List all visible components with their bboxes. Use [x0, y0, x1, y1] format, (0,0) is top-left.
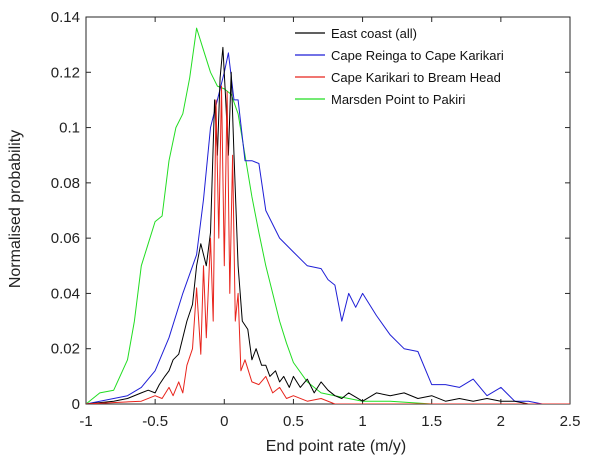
y-tick-label: 0.12 [51, 64, 80, 81]
plot-area-border [85, 16, 571, 405]
legend-entry-label: East coast (all) [331, 26, 417, 41]
y-tick-label: 0 [72, 396, 80, 413]
y-tick-label: 0.04 [51, 285, 80, 302]
legend-entry-label: Marsden Point to Pakiri [331, 92, 466, 107]
axes-frame [85, 16, 571, 405]
y-tick-label: 0.02 [51, 341, 80, 358]
y-tick-label: 0.06 [51, 230, 80, 247]
legend: East coast (all) Cape Reinga to Cape Kari… [295, 26, 504, 107]
legend-entry-label: Cape Karikari to Bream Head [331, 70, 501, 85]
series-group [86, 27, 570, 404]
x-tick-label: 1 [358, 413, 366, 430]
y-axis-label: Normalised probability [7, 130, 24, 288]
series-line-east-coast-all [86, 46, 543, 404]
x-tick-label: -1 [79, 413, 92, 430]
y-tick-label: 0.08 [51, 175, 80, 192]
y-tick-label: 0.14 [51, 9, 80, 26]
x-tick-label: 2 [497, 413, 505, 430]
x-tick-label: -0.5 [142, 413, 168, 430]
y-tick-label: 0.1 [59, 120, 80, 137]
x-tick-label: 2.5 [560, 413, 581, 430]
series-lines [86, 27, 570, 404]
x-tick-label: 0.5 [283, 413, 304, 430]
x-axis-label: End point rate (m/y) [266, 438, 407, 455]
x-tick-label: 0 [220, 413, 228, 430]
legend-entry-label: Cape Reinga to Cape Karikari [331, 48, 504, 63]
tick-labels: -1 -0.5 0 0.5 1 1.5 2 2.5 0 0.02 0.04 0.06 0.08 0.1 0.… [51, 9, 581, 430]
x-tick-label: 1.5 [421, 413, 442, 430]
series-line-cape-karikari-to-bream-head [86, 85, 570, 404]
series-line-cape-reinga-to-cape-karikari [86, 52, 543, 404]
